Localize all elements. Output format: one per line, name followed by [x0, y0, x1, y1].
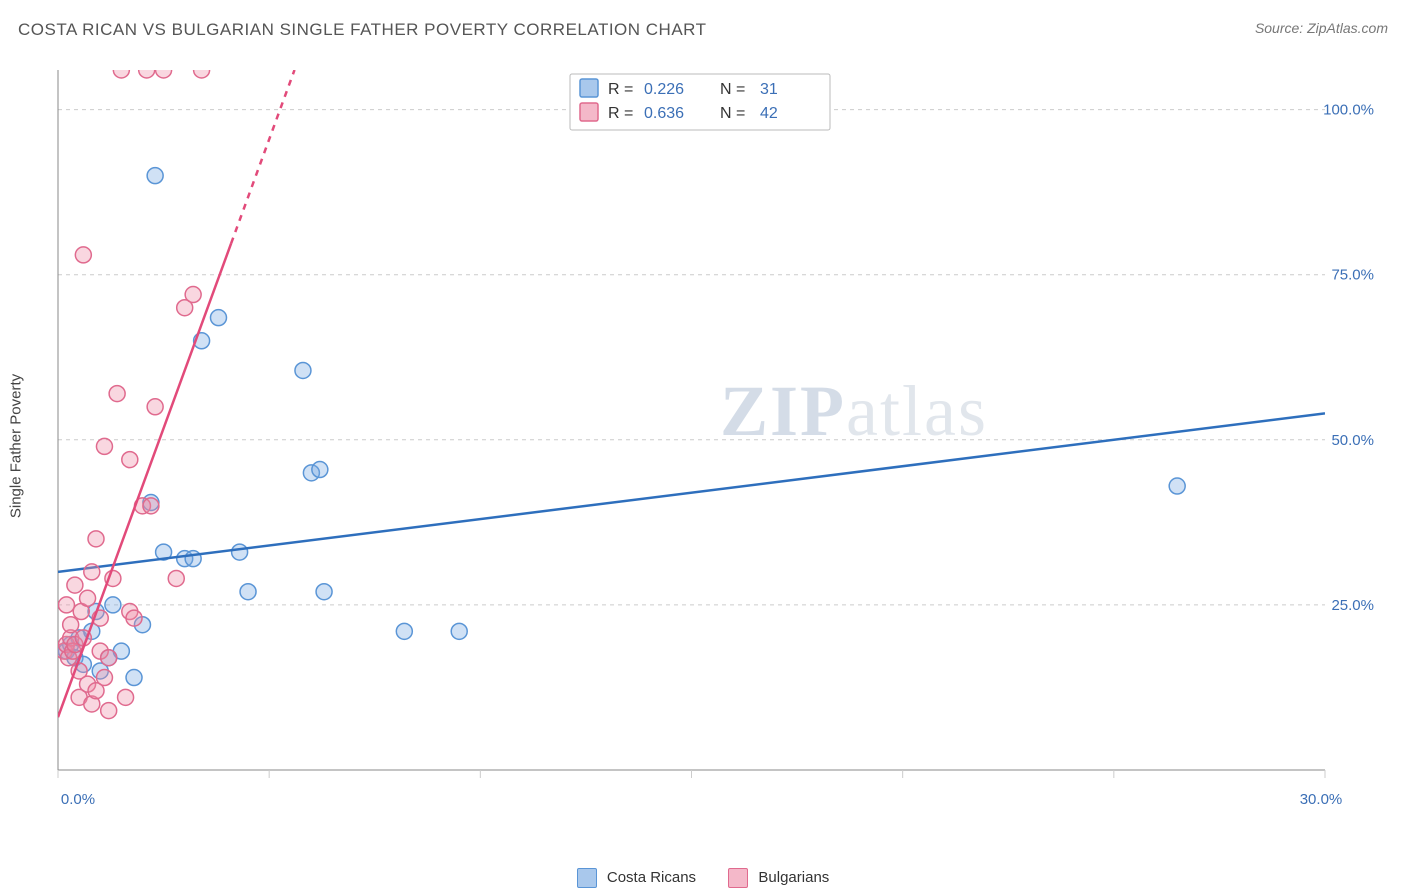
scatter-point: [88, 531, 104, 547]
y-tick-label: 100.0%: [1323, 102, 1374, 119]
scatter-point: [210, 310, 226, 326]
y-tick-label: 50.0%: [1331, 432, 1374, 449]
scatter-point: [396, 623, 412, 639]
scatter-point: [109, 386, 125, 402]
source-label: Source:: [1255, 20, 1303, 36]
series-legend: Costa Ricans Bulgarians: [0, 868, 1406, 888]
scatter-point: [96, 670, 112, 686]
scatter-point: [63, 617, 79, 633]
scatter-point: [58, 597, 74, 613]
scatter-point: [316, 584, 332, 600]
chart-title: COSTA RICAN VS BULGARIAN SINGLE FATHER P…: [18, 20, 707, 39]
stats-legend-n-label: N =: [720, 105, 745, 122]
scatter-point: [101, 650, 117, 666]
stats-legend-r-label: R =: [608, 105, 633, 122]
source-attribution: Source: ZipAtlas.com: [1255, 20, 1388, 36]
stats-legend-r-value: 0.636: [644, 105, 684, 122]
legend-label-bulgarians: Bulgarians: [758, 869, 829, 886]
scatter-chart: 25.0% 50.0% 75.0% 100.0% 0.0% 30.0% R = 0.226 N …: [50, 60, 1380, 830]
scatter-point: [312, 462, 328, 478]
scatter-point: [194, 62, 210, 78]
x-tick-label-min: 0.0%: [61, 791, 95, 808]
stats-legend-swatch: [580, 103, 598, 121]
stats-legend-swatch: [580, 79, 598, 97]
scatter-point: [232, 544, 248, 560]
scatter-point: [240, 584, 256, 600]
scatter-point: [295, 362, 311, 378]
stats-legend-n-value: 42: [760, 105, 778, 122]
scatter-point: [147, 399, 163, 415]
scatter-point: [113, 62, 129, 78]
trend-line-dashed: [231, 70, 294, 243]
scatter-point: [143, 498, 159, 514]
chart-header: COSTA RICAN VS BULGARIAN SINGLE FATHER P…: [18, 20, 1388, 44]
stats-legend-r-value: 0.226: [644, 81, 684, 98]
y-axis-label: Single Father Poverty: [8, 374, 25, 518]
scatter-point: [126, 610, 142, 626]
scatter-point: [84, 564, 100, 580]
stats-legend-r-label: R =: [608, 81, 633, 98]
y-tick-label: 25.0%: [1331, 597, 1374, 614]
scatter-point: [80, 590, 96, 606]
legend-label-costa-ricans: Costa Ricans: [607, 869, 696, 886]
y-tick-label: 75.0%: [1331, 267, 1374, 284]
scatter-point: [1169, 478, 1185, 494]
scatter-point: [126, 670, 142, 686]
scatter-point: [451, 623, 467, 639]
scatter-point: [147, 168, 163, 184]
scatter-point: [75, 247, 91, 263]
trend-line: [58, 243, 231, 717]
scatter-point: [185, 287, 201, 303]
scatter-point: [67, 577, 83, 593]
legend-item-costa-ricans: Costa Ricans: [577, 869, 701, 886]
scatter-point: [139, 62, 155, 78]
scatter-point: [96, 438, 112, 454]
plot-area: 25.0% 50.0% 75.0% 100.0% 0.0% 30.0% R = 0.226 N …: [50, 60, 1380, 830]
scatter-point: [118, 689, 134, 705]
x-tick-label-max: 30.0%: [1300, 791, 1343, 808]
scatter-point: [122, 452, 138, 468]
stats-legend-n-label: N =: [720, 81, 745, 98]
trend-line: [58, 413, 1325, 571]
legend-swatch-bulgarians: [728, 868, 748, 888]
source-value: ZipAtlas.com: [1307, 20, 1388, 36]
scatter-point: [168, 570, 184, 586]
stats-legend-n-value: 31: [760, 81, 778, 98]
legend-swatch-costa-ricans: [577, 868, 597, 888]
scatter-point: [105, 597, 121, 613]
scatter-point: [101, 703, 117, 719]
scatter-point: [156, 62, 172, 78]
legend-item-bulgarians: Bulgarians: [728, 869, 829, 886]
